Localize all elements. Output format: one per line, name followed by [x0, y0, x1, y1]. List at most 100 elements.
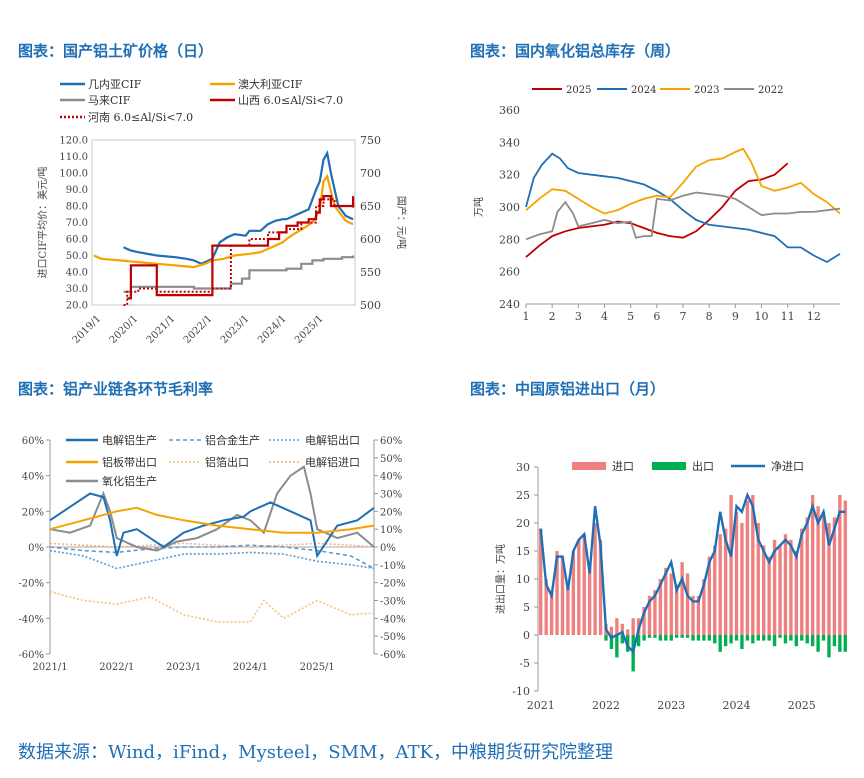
x-tick-label: 2024/1	[256, 313, 289, 346]
chart-title-margins: 图表：铝产业链各环节毛利率	[18, 380, 214, 398]
y-tick-label: 25	[516, 489, 530, 502]
import-bar	[664, 567, 668, 635]
import-bar	[593, 523, 597, 635]
y2-axis-label: 国产：元/吨	[395, 196, 408, 249]
y2-tick-label: 30%	[380, 490, 402, 501]
import-bar	[642, 607, 646, 635]
x-tick-label: 2022	[592, 699, 620, 712]
x-tick-label: 2021/1	[145, 313, 178, 346]
export-bar	[751, 635, 755, 644]
import-bar	[685, 573, 690, 635]
import-bar	[756, 523, 760, 635]
x-tick-label: 2021/1	[32, 662, 67, 673]
chart-title-bauxite: 图表：国产铝土矿价格（日）	[18, 42, 214, 60]
y2-tick-label: 600	[360, 233, 381, 246]
y2-tick-label: 650	[360, 200, 381, 213]
export-bar	[772, 635, 777, 647]
export-bar	[762, 635, 766, 641]
import-bar	[745, 500, 750, 635]
export-bar	[767, 635, 771, 641]
y-tick-label: 360	[499, 104, 520, 117]
y-tick-label: 5	[523, 601, 530, 614]
y2-tick-label: -50%	[380, 632, 406, 643]
y-tick-label: -60%	[18, 650, 44, 661]
plot-frame	[91, 139, 356, 306]
series-line-4	[49, 506, 375, 534]
x-tick-label: 4	[601, 310, 608, 323]
series-line-3	[49, 549, 375, 570]
y2-tick-label: 40%	[380, 472, 402, 483]
y-tick-label: 260	[499, 266, 520, 279]
export-bar	[713, 635, 717, 644]
x-tick-label: 7	[680, 310, 687, 323]
export-bar	[783, 635, 788, 644]
import-bar	[647, 595, 652, 635]
x-tick-label: 2024/1	[233, 662, 268, 673]
import-bar	[794, 551, 799, 635]
import-bar	[810, 495, 815, 635]
import-bar	[843, 500, 847, 635]
export-bar	[658, 635, 663, 641]
import-bar	[789, 539, 793, 635]
export-bar	[740, 635, 744, 649]
y2-tick-label: 700	[360, 167, 381, 180]
legend-label-7: 氧化铝生产	[102, 474, 157, 488]
x-tick-label: 5	[627, 310, 634, 323]
legend-label-2022: 2022	[758, 85, 783, 96]
chart-title-alumina-stock: 图表：国内氧化铝总库存（周）	[470, 42, 681, 60]
export-bar	[827, 635, 831, 658]
import-bar	[718, 534, 722, 635]
y-tick-label: 30	[516, 461, 530, 474]
export-bar	[653, 635, 657, 638]
y-tick-label: 20	[516, 517, 530, 530]
import-bar	[571, 551, 576, 635]
legend-label-2: 铝合金生产	[205, 433, 260, 447]
import-bar	[566, 584, 570, 635]
import-bar	[620, 623, 624, 635]
y2-tick-label: 50%	[380, 454, 402, 465]
export-bar	[734, 635, 739, 641]
import-bar	[587, 567, 592, 635]
legend-label-1: 电解铝生产	[102, 433, 157, 447]
import-bar	[800, 528, 804, 635]
y-tick-label: 300	[499, 201, 520, 214]
export-bar	[707, 635, 712, 641]
y-tick-label: -10	[512, 685, 530, 698]
import-bar	[609, 626, 614, 635]
series-line-2	[49, 544, 375, 570]
y-tick-label: 60%	[22, 436, 44, 447]
import-bar	[772, 539, 777, 635]
y-tick-label: -20%	[18, 579, 44, 590]
export-bar	[642, 635, 646, 641]
net-import-line	[539, 491, 846, 655]
series-line-7	[49, 465, 375, 552]
y-tick-label: 320	[499, 169, 520, 182]
y2-tick-label: 60%	[380, 436, 402, 447]
y-tick-label: 40%	[22, 472, 44, 483]
legend-swatch-1	[572, 462, 606, 470]
import-bar	[723, 528, 728, 635]
series-line-4	[127, 195, 355, 300]
y-tick-label: 10	[516, 573, 530, 586]
export-bar	[702, 635, 706, 641]
legend-label-3: 电解铝出口	[305, 433, 360, 447]
x-tick-label: 2024	[723, 699, 751, 712]
import-bar	[544, 579, 548, 635]
y2-tick-label: 750	[360, 134, 381, 147]
margin-chart: 60% 40% 20% 0% -20% -40% -60% 60% 50% 40% 30% 20% 10…	[18, 433, 406, 673]
source-note: 数据来源：Wind，iFind，Mysteel，SMM，ATK，中粮期货研究院整…	[18, 742, 613, 763]
bauxite-price-chart: 120.0 110.0 100.0 90.0 80.0 70.0 60.0 50.0 40.0 3…	[36, 77, 408, 346]
y-tick-label: -5	[519, 657, 530, 670]
legend-label-2025: 2025	[566, 85, 591, 96]
y-tick-label: 90.0	[66, 185, 88, 196]
export-bar	[816, 635, 820, 652]
y-tick-label: 40.0	[66, 268, 88, 279]
x-tick-label: 10	[755, 310, 769, 323]
x-tick-label: 2021	[527, 699, 555, 712]
legend-label-6: 电解铝进口	[305, 455, 360, 469]
y-axis-label: 进口CIF平均价：美元/吨	[36, 167, 49, 279]
x-tick-label: 6	[653, 310, 660, 323]
import-bar	[691, 595, 695, 635]
